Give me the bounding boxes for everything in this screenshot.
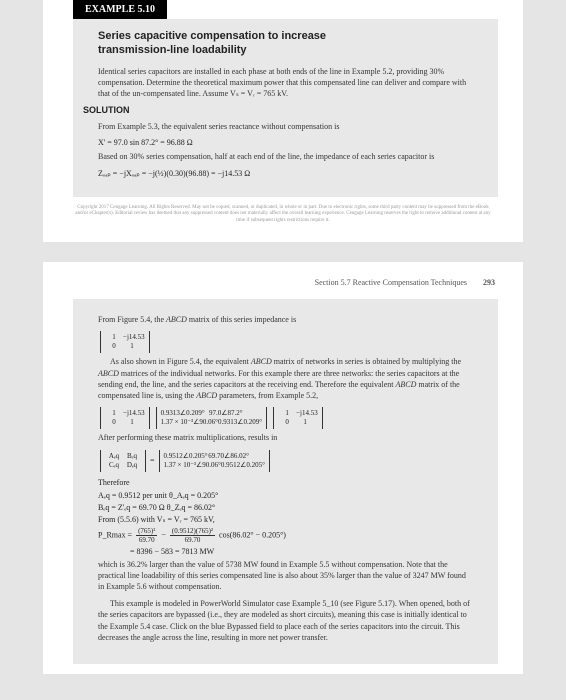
sol-p1: From Example 5.3, the equivalent series … [98,121,473,132]
page-1: EXAMPLE 5.10 Series capacitive compensat… [43,0,523,242]
pcalc-cos: cos(86.02° − 0.205°) [219,530,286,539]
res3: From (5.5.6) with Vₛ = Vᵣ = 765 kV, [98,515,473,524]
page-number: 293 [483,278,495,287]
pcalc-lhs: P_Rmax = [98,530,132,539]
example-tag: EXAMPLE 5.10 [73,0,167,19]
p2-p5: This example is modeled in PowerWorld Si… [98,598,473,643]
p2-p3: After performing these matrix multiplica… [98,432,473,443]
title-line1: Series capacitive compensation to increa… [98,30,326,42]
example-body-bottom: From Figure 5.4, the ABCD matrix of this… [73,299,498,664]
p2-p4: which is 36.2% larger than the value of … [98,559,473,593]
matrix-1: 1−j14.53 01 [98,331,473,353]
pcalc-frac1: (765)² 69.70 [136,527,157,544]
p-calc: P_Rmax = (765)² 69.70 − (0.9512)(765)² 6… [98,527,473,544]
pcalc-frac2: (0.9512)(765)² 69.70 [170,527,215,544]
solution-label: SOLUTION [83,105,473,115]
example-body-top: Series capacitive compensation to increa… [73,19,498,197]
therefore: Therefore [98,478,473,487]
pcalc-2: = 8396 − 583 = 7813 MW [130,547,473,556]
p2-p1: From Figure 5.4, the ABCD matrix of this… [98,314,473,325]
title-line2: transmission-line loadability [98,44,247,56]
res2: Bₑq = Z'ₑq = 69.70 Ω θ_Zₑq = 86.02° [98,503,473,512]
section-header: Section 5.7 Reactive Compensation Techni… [43,272,523,299]
matrix-product: 1−j14.53 01 0.9313∠0.209°97.0∠87.2° 1.37… [98,407,473,429]
p2-p2: As also shown in Figure 5.4, the equival… [98,356,473,401]
example-title: Series capacitive compensation to increa… [98,29,473,58]
section-title: Section 5.7 Reactive Compensation Techni… [315,278,467,287]
res1: Aₑq = 0.9512 per unit θ_Aₑq = 0.205° [98,491,473,500]
matrix-result: AₑqBₑq CₑqDₑq = 0.9512∠0.205°69.70∠86.02… [98,450,473,472]
eq-1: X' = 97.0 sin 87.2° = 96.88 Ω [98,138,473,147]
copyright-text: Copyright 2017 Cengage Learning. All Rig… [43,197,523,233]
page-2: Section 5.7 Reactive Compensation Techni… [43,262,523,674]
sol-p2: Based on 30% series compensation, half a… [98,151,473,162]
eq-2: Zₒₐₚ = −jXₒₐₚ = −j(½)(0.30)(96.88) = −j1… [98,169,473,178]
intro-para: Identical series capacitors are installe… [98,66,473,100]
